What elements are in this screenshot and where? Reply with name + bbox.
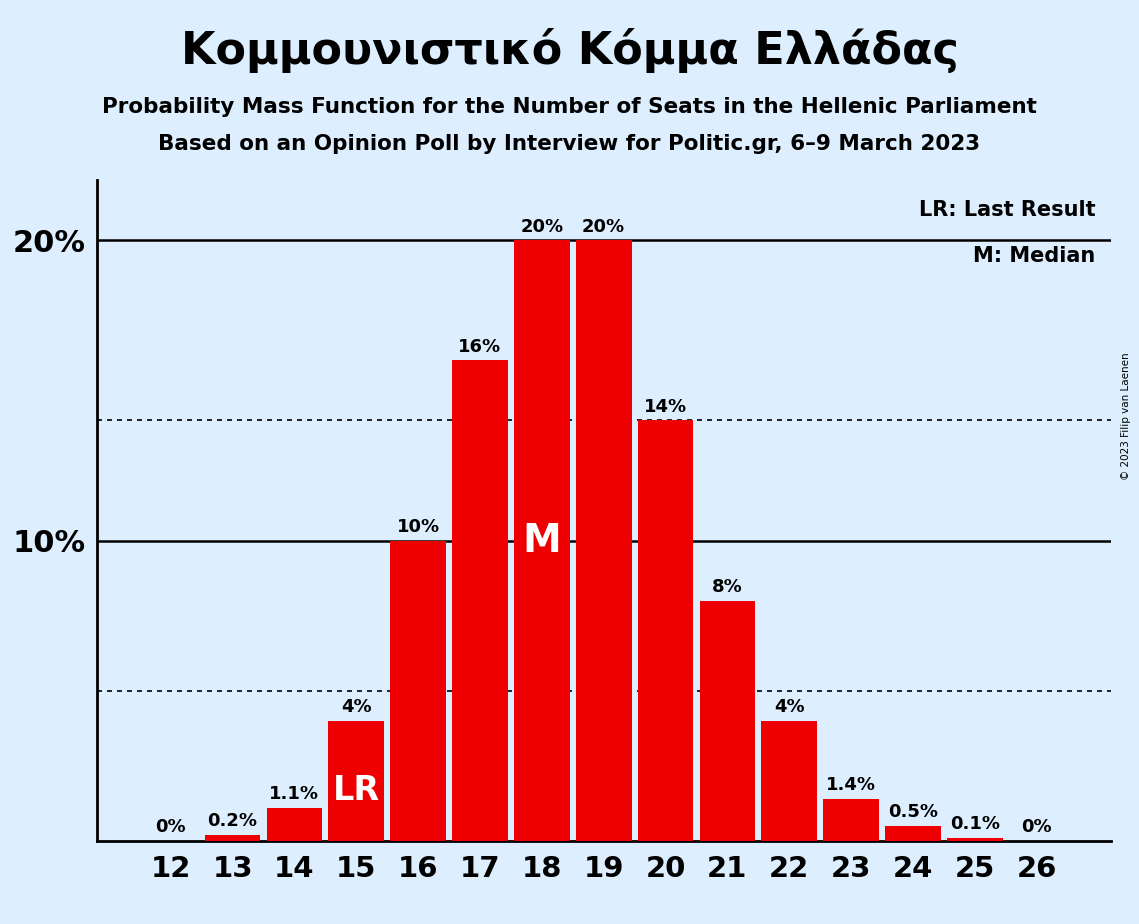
- Text: 1.4%: 1.4%: [826, 776, 876, 795]
- Bar: [452, 360, 508, 841]
- Text: 4%: 4%: [773, 699, 804, 716]
- Bar: [391, 541, 446, 841]
- Text: LR: LR: [333, 774, 379, 807]
- Text: Κομμουνιστικό Κόμμα Ελλάδας: Κομμουνιστικό Κόμμα Ελλάδας: [181, 28, 958, 73]
- Bar: [576, 240, 631, 841]
- Text: 0.1%: 0.1%: [950, 815, 1000, 833]
- Text: 0.2%: 0.2%: [207, 812, 257, 831]
- Text: 1.1%: 1.1%: [270, 785, 319, 803]
- Bar: [885, 826, 941, 841]
- Text: 0%: 0%: [1022, 819, 1052, 836]
- Text: 4%: 4%: [341, 699, 371, 716]
- Text: 20%: 20%: [521, 218, 564, 236]
- Bar: [947, 838, 1002, 841]
- Bar: [205, 835, 261, 841]
- Text: M: Median: M: Median: [973, 246, 1096, 266]
- Text: LR: Last Result: LR: Last Result: [919, 200, 1096, 220]
- Bar: [638, 420, 694, 841]
- Text: 0%: 0%: [155, 819, 186, 836]
- Text: Probability Mass Function for the Number of Seats in the Hellenic Parliament: Probability Mass Function for the Number…: [103, 97, 1036, 117]
- Text: 8%: 8%: [712, 578, 743, 596]
- Text: Based on an Opinion Poll by Interview for Politic.gr, 6–9 March 2023: Based on an Opinion Poll by Interview fo…: [158, 134, 981, 154]
- Text: 14%: 14%: [644, 398, 687, 416]
- Bar: [761, 721, 817, 841]
- Bar: [823, 798, 879, 841]
- Bar: [699, 601, 755, 841]
- Bar: [514, 240, 570, 841]
- Text: 20%: 20%: [582, 218, 625, 236]
- Text: 16%: 16%: [458, 338, 501, 356]
- Bar: [267, 808, 322, 841]
- Bar: [328, 721, 384, 841]
- Text: 0.5%: 0.5%: [888, 803, 937, 821]
- Text: © 2023 Filip van Laenen: © 2023 Filip van Laenen: [1121, 352, 1131, 480]
- Text: 10%: 10%: [396, 518, 440, 536]
- Text: M: M: [523, 521, 562, 560]
